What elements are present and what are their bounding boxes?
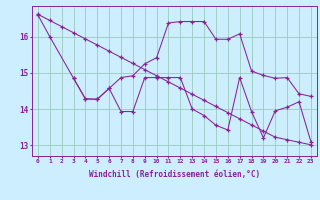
- X-axis label: Windchill (Refroidissement éolien,°C): Windchill (Refroidissement éolien,°C): [89, 170, 260, 179]
